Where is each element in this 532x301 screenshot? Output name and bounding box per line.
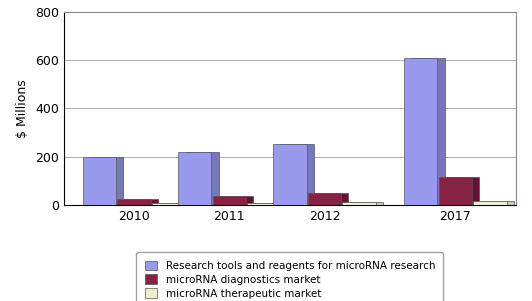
Bar (308, 193, 341, 205)
Bar (446, 177, 479, 205)
Bar (480, 201, 514, 205)
Y-axis label: $ Millions: $ Millions (16, 79, 29, 138)
Bar (178, 152, 211, 205)
Bar (213, 196, 246, 205)
Bar (273, 144, 306, 205)
Bar (254, 203, 288, 205)
Bar (473, 201, 506, 205)
Bar (315, 193, 348, 205)
Bar (404, 58, 437, 205)
Bar (90, 157, 123, 205)
Bar (118, 199, 151, 205)
Bar (342, 202, 376, 205)
Bar (83, 157, 116, 205)
Bar (280, 144, 314, 205)
Bar (185, 152, 219, 205)
Bar (350, 202, 383, 205)
Bar (439, 177, 472, 205)
Bar (124, 199, 158, 205)
Bar (159, 203, 193, 205)
Bar (411, 58, 445, 205)
Bar (220, 196, 253, 205)
Bar (152, 203, 185, 205)
Legend: Research tools and reagents for microRNA research, microRNA diagnostics market, : Research tools and reagents for microRNA… (136, 252, 444, 301)
Bar (247, 203, 280, 205)
